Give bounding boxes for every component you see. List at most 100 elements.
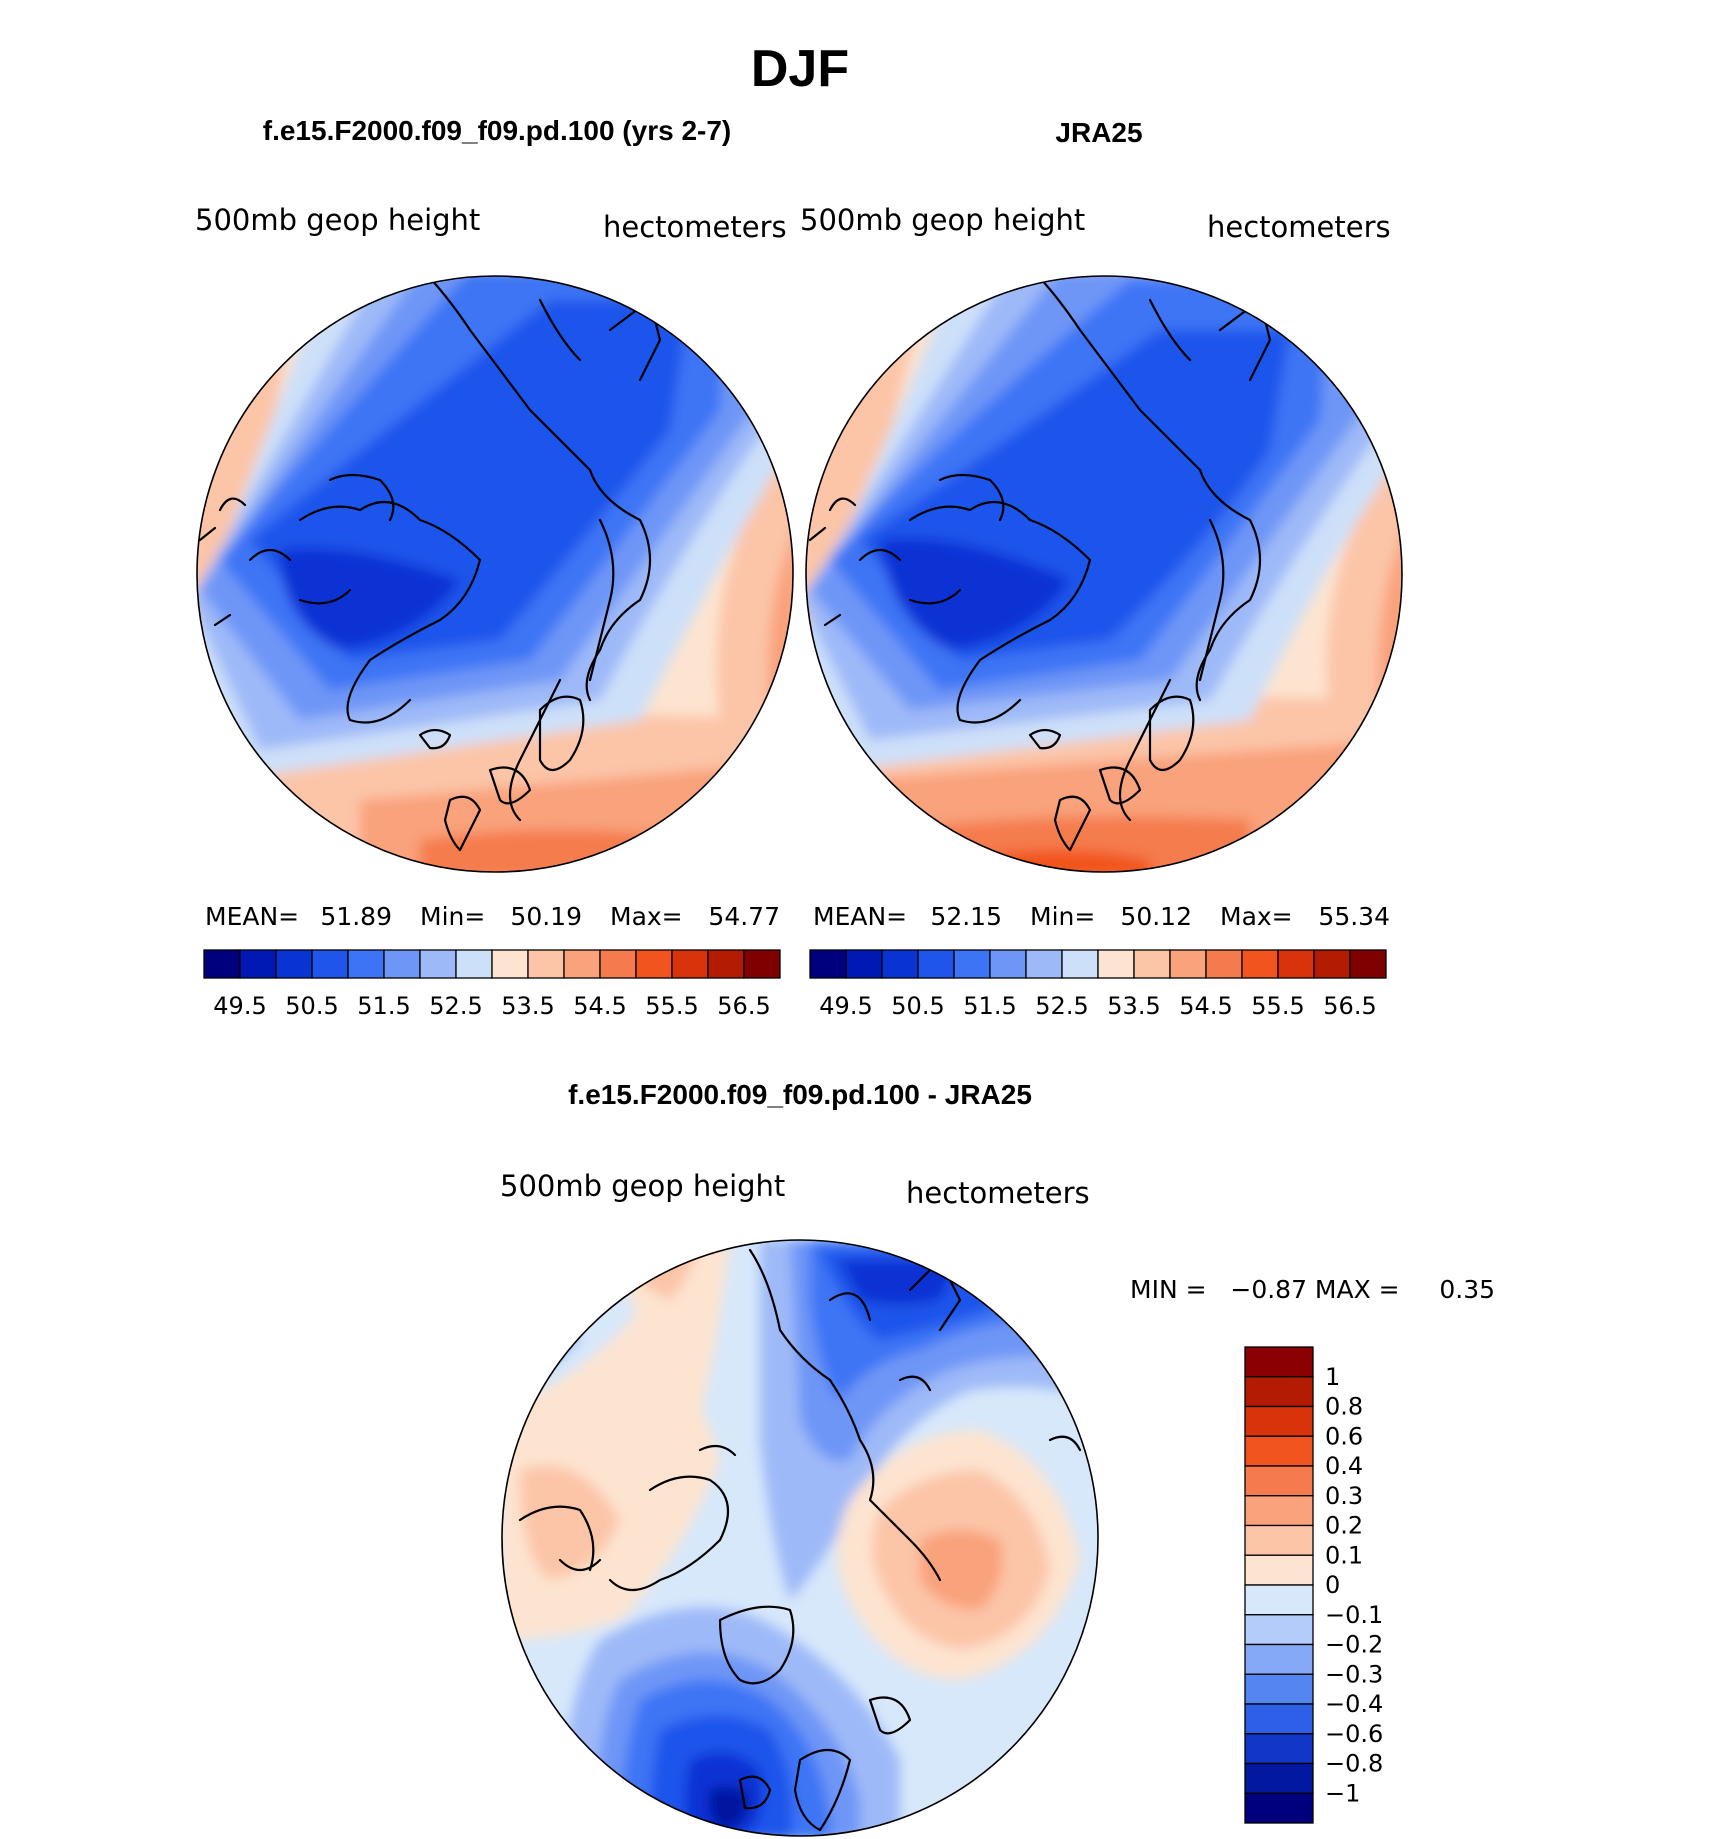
colorbar-swatch bbox=[1244, 1346, 1314, 1378]
colorbar-swatch bbox=[563, 949, 601, 979]
panel-model-max-label: Max= bbox=[610, 902, 683, 931]
colorbar-swatch bbox=[917, 949, 955, 979]
colorbar-swatch bbox=[1244, 1495, 1314, 1527]
colorbar-swatch bbox=[1244, 1524, 1314, 1556]
panel-model-map bbox=[197, 276, 793, 872]
colorbar-tick-label: 54.5 bbox=[1179, 992, 1232, 1020]
colorbar-swatch bbox=[1244, 1465, 1314, 1497]
colorbar-tick-label: −0.8 bbox=[1325, 1750, 1383, 1778]
colorbar-tick-label: 0.6 bbox=[1325, 1422, 1363, 1450]
colorbar-swatch bbox=[311, 949, 349, 979]
panel-model-min-label: Min= bbox=[420, 902, 485, 931]
panel-obs-mean-label: MEAN= bbox=[813, 902, 907, 931]
colorbar-swatch bbox=[1244, 1435, 1314, 1467]
colorbar-swatch bbox=[1244, 1405, 1314, 1437]
colorbar-swatch bbox=[1244, 1554, 1314, 1586]
colorbar-swatch bbox=[743, 949, 781, 979]
panel-obs-colorbar: 49.5 50.5 51.5 52.5 53.5 54.5 55.5 56.5 bbox=[809, 949, 1387, 1020]
colorbar-tick-label: 55.5 bbox=[645, 992, 698, 1020]
colorbar-tick-label: 49.5 bbox=[213, 992, 266, 1020]
panel-obs-max-value: 55.34 bbox=[1318, 902, 1390, 931]
colorbar-tick-label: 53.5 bbox=[1107, 992, 1160, 1020]
colorbar-swatch bbox=[1244, 1792, 1314, 1824]
panel-model-min-value: 50.19 bbox=[510, 902, 582, 931]
panel-model-map-border bbox=[196, 275, 794, 873]
colorbar-tick-label: −0.2 bbox=[1325, 1631, 1383, 1659]
panel-model-colorbar: 49.5 50.5 51.5 52.5 53.5 54.5 55.5 56.5 bbox=[203, 949, 781, 1020]
colorbar-tick-label: 0.8 bbox=[1325, 1393, 1363, 1421]
colorbar-tick-label: 54.5 bbox=[573, 992, 626, 1020]
panel-diff-stats: MIN = −0.87 MAX = 0.35 bbox=[1130, 1275, 1495, 1304]
panel-obs-title: JRA25 bbox=[1055, 117, 1142, 148]
colorbar-swatch bbox=[1241, 949, 1279, 979]
colorbar-swatch bbox=[1205, 949, 1243, 979]
colorbar-tick-label: 51.5 bbox=[357, 992, 410, 1020]
colorbar-swatch bbox=[1244, 1703, 1314, 1735]
colorbar-swatch bbox=[635, 949, 673, 979]
colorbar-tick-label: 50.5 bbox=[285, 992, 338, 1020]
colorbar-tick-label: −0.3 bbox=[1325, 1660, 1383, 1688]
colorbar-tick-label: 1 bbox=[1325, 1363, 1340, 1391]
colorbar-tick-label: 0.2 bbox=[1325, 1512, 1363, 1540]
colorbar-swatch bbox=[203, 949, 241, 979]
panel-model: f.e15.F2000.f09_f09.pd.100 (yrs 2-7) 500… bbox=[195, 115, 794, 1020]
panel-model-mean-value: 51.89 bbox=[320, 902, 392, 931]
colorbar-tick-label: 0.3 bbox=[1325, 1482, 1363, 1510]
colorbar-swatch bbox=[491, 949, 529, 979]
colorbar-swatch bbox=[671, 949, 709, 979]
colorbar-tick-label: −0.4 bbox=[1325, 1690, 1383, 1718]
colorbar-swatch bbox=[1097, 949, 1135, 979]
colorbar-tick-label: 55.5 bbox=[1251, 992, 1304, 1020]
colorbar-tick-label: 50.5 bbox=[891, 992, 944, 1020]
colorbar-swatch bbox=[707, 949, 745, 979]
panel-obs-min-label: Min= bbox=[1030, 902, 1095, 931]
colorbar-swatch bbox=[1244, 1762, 1314, 1794]
colorbar-tick-label: 51.5 bbox=[963, 992, 1016, 1020]
panel-model-max-value: 54.77 bbox=[708, 902, 780, 931]
colorbar-swatch bbox=[527, 949, 565, 979]
colorbar-swatch bbox=[1244, 1643, 1314, 1675]
colorbar-swatch bbox=[239, 949, 277, 979]
panel-diff: f.e15.F2000.f09_f09.pd.100 - JRA25 500mb… bbox=[500, 1079, 1495, 1837]
colorbar-swatch bbox=[1061, 949, 1099, 979]
panel-model-mean-label: MEAN= bbox=[205, 902, 299, 931]
panel-diff-colorbar: 10.80.60.40.30.20.10−0.1−0.2−0.3−0.4−0.6… bbox=[1244, 1346, 1383, 1824]
colorbar-swatch bbox=[1133, 949, 1171, 979]
panel-model-right-label: hectometers bbox=[603, 210, 787, 244]
colorbar-swatch bbox=[1244, 1733, 1314, 1765]
panel-obs-right-label: hectometers bbox=[1207, 210, 1391, 244]
colorbar-swatch bbox=[1313, 949, 1351, 979]
panel-obs-min-value: 50.12 bbox=[1120, 902, 1192, 931]
colorbar-swatch bbox=[1349, 949, 1387, 979]
colorbar-tick-label: −0.1 bbox=[1325, 1601, 1383, 1629]
panel-obs-mean-value: 52.15 bbox=[930, 902, 1002, 931]
panel-diff-title: f.e15.F2000.f09_f09.pd.100 - JRA25 bbox=[568, 1079, 1032, 1110]
colorbar-swatch bbox=[989, 949, 1027, 979]
colorbar-swatch bbox=[1025, 949, 1063, 979]
panel-obs: JRA25 500mb geop height hectometers bbox=[800, 117, 1403, 1020]
colorbar-swatch bbox=[1244, 1376, 1314, 1408]
colorbar-tick-label: 52.5 bbox=[1035, 992, 1088, 1020]
colorbar-swatch bbox=[881, 949, 919, 979]
panel-obs-map bbox=[806, 276, 1402, 872]
panel-diff-right-label: hectometers bbox=[906, 1176, 1090, 1210]
colorbar-tick-label: −1 bbox=[1325, 1779, 1360, 1807]
colorbar-tick-label: 53.5 bbox=[501, 992, 554, 1020]
colorbar-tick-label: 56.5 bbox=[717, 992, 770, 1020]
colorbar-swatch bbox=[1244, 1614, 1314, 1646]
colorbar-tick-label: 0.4 bbox=[1325, 1452, 1363, 1480]
colorbar-swatch bbox=[1277, 949, 1315, 979]
panel-model-title: f.e15.F2000.f09_f09.pd.100 (yrs 2-7) bbox=[263, 115, 731, 146]
colorbar-swatch bbox=[599, 949, 637, 979]
colorbar-swatch bbox=[383, 949, 421, 979]
panel-diff-map-border bbox=[501, 1239, 1099, 1837]
panel-obs-left-label: 500mb geop height bbox=[800, 203, 1085, 237]
panel-obs-map-border bbox=[805, 275, 1403, 873]
colorbar-swatch bbox=[455, 949, 493, 979]
colorbar-tick-label: 0.1 bbox=[1325, 1541, 1363, 1569]
colorbar-swatch bbox=[809, 949, 847, 979]
colorbar-tick-label: 56.5 bbox=[1323, 992, 1376, 1020]
colorbar-swatch bbox=[1244, 1673, 1314, 1705]
colorbar-swatch bbox=[347, 949, 385, 979]
